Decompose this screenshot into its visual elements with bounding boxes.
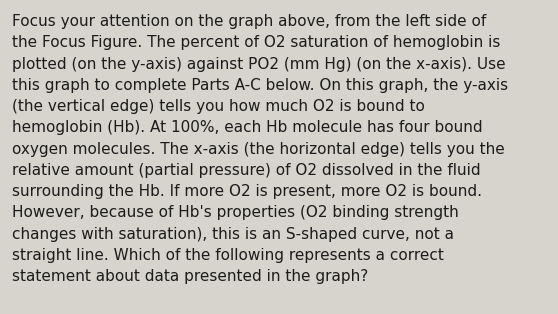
Text: Focus your attention on the graph above, from the left side of
the Focus Figure.: Focus your attention on the graph above,… bbox=[12, 14, 508, 284]
